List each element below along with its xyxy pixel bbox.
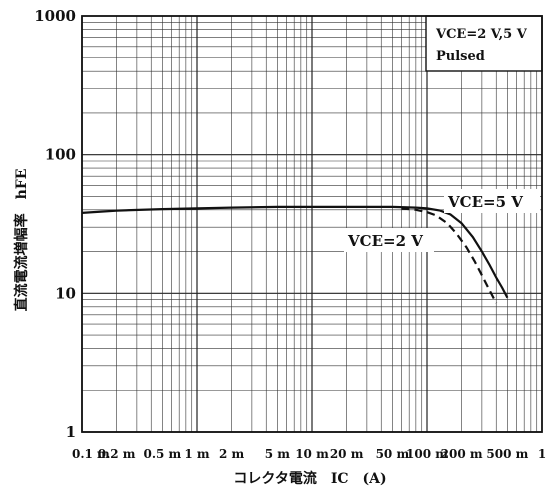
grid <box>81 16 542 433</box>
series-line-vce-5-v <box>81 205 509 299</box>
label-vce2: VCE=2 V <box>347 232 423 250</box>
label-vce5: VCE=5 V <box>447 193 523 211</box>
legend-frame <box>425 15 543 72</box>
curve-labels: VCE=5 V VCE=2 V <box>344 189 540 252</box>
x-tick-label: 2 m <box>219 447 245 461</box>
x-tick-label: 0.1 m <box>72 447 110 461</box>
y-tick-label: 1000 <box>34 7 76 25</box>
x-tick-label: 1 m <box>184 447 210 461</box>
x-tick-label: 5 m <box>265 447 291 461</box>
x-axis-title: コレクタ電流 IC (A) <box>233 470 386 487</box>
legend-line-1: VCE=2 V,5 V <box>435 27 528 42</box>
x-tick-label: 200 m <box>441 447 483 461</box>
label-bg-vce5 <box>444 189 540 213</box>
legend-box: VCE=2 V,5 V Pulsed <box>425 15 543 72</box>
series-lines <box>81 205 509 304</box>
y-tick-label: 100 <box>45 146 76 164</box>
series-line-vce-2-v <box>401 207 498 304</box>
y-tick-label: 10 <box>55 284 76 302</box>
legend-line-2: Pulsed <box>436 49 485 64</box>
x-tick-label: 20 m <box>330 447 364 461</box>
label-bg-vce2 <box>344 228 434 252</box>
x-tick-label: 500 m <box>486 447 528 461</box>
y-tick-labels: 1000 100 10 1 <box>34 7 76 441</box>
y-tick-label: 1 <box>66 423 76 441</box>
plot-frame <box>81 15 543 433</box>
x-tick-label: 1 <box>538 447 546 461</box>
x-tick-label: 0.5 m <box>143 447 181 461</box>
x-tick-label: 10 m <box>295 447 329 461</box>
x-tick-label: 100 m <box>406 447 448 461</box>
y-axis-title: 直流電流増幅率 hFE <box>13 169 30 312</box>
x-tick-label: 50 m <box>376 447 410 461</box>
x-tick-label: 0.2 m <box>98 447 136 461</box>
